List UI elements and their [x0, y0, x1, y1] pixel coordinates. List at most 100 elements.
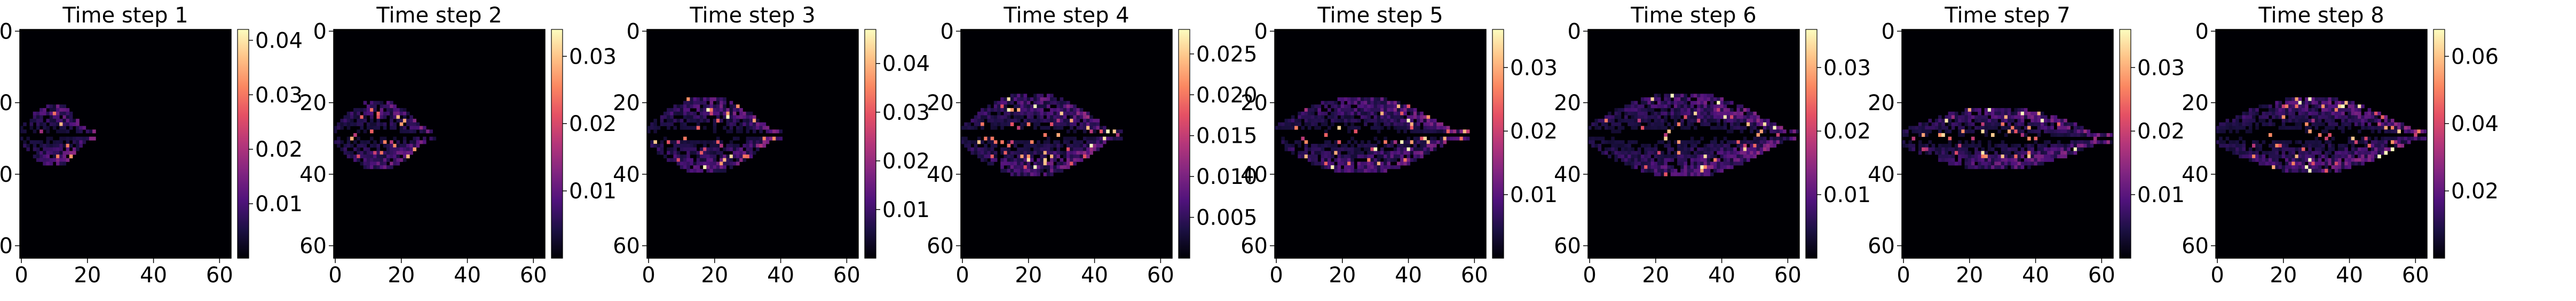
panel-title: Time step 4 [1003, 3, 1129, 28]
heatmap-cell [1377, 158, 1381, 162]
heatmap-cell [2298, 165, 2302, 169]
heatmap-cell [360, 119, 364, 123]
heatmap-cell [2034, 161, 2038, 166]
heatmap-cell [393, 158, 397, 162]
heatmap-cell [1961, 126, 1965, 130]
heatmap-cell [383, 140, 387, 144]
heatmap-cell [2017, 115, 2021, 119]
heatmap-cell [1429, 129, 1434, 134]
heatmap-cell [390, 104, 393, 109]
heatmap-cell [1717, 144, 1720, 148]
heatmap-cell [2053, 115, 2058, 119]
heatmap-cell [2258, 119, 2263, 123]
heatmap-cell [1393, 108, 1397, 112]
heatmap-cell [62, 158, 67, 162]
heatmap-cell [990, 161, 994, 166]
heatmap-cell [1736, 111, 1741, 115]
y-tick-label: 0 [627, 19, 640, 44]
heatmap-cell [1657, 165, 1661, 169]
heatmap-cell [2311, 158, 2316, 162]
heatmap-cell [1056, 144, 1061, 148]
heatmap-cell [1010, 151, 1014, 155]
heatmap-cell [1720, 144, 1724, 148]
heatmap-cell [1667, 97, 1671, 102]
heatmap-cell [1020, 151, 1024, 155]
heatmap-cell [23, 144, 27, 148]
heatmap-cell [1410, 140, 1414, 144]
heatmap-cell [749, 147, 753, 151]
heatmap-cell [2242, 122, 2246, 126]
heatmap-cell [2331, 155, 2335, 159]
heatmap-cell [1357, 101, 1361, 105]
heatmap-cell [2258, 161, 2263, 166]
heatmap-cell [39, 140, 43, 144]
heatmap-cell [1420, 155, 1424, 159]
heatmap-cell [2252, 155, 2256, 159]
heatmap-cell [1641, 111, 1645, 115]
heatmap-cell [1037, 161, 1040, 166]
heatmap-cell [1020, 155, 1024, 159]
heatmap-cell [36, 155, 40, 159]
heatmap-cell [1779, 136, 1783, 141]
heatmap-cell [1426, 144, 1431, 148]
heatmap-cell [1360, 165, 1364, 169]
heatmap-cell [62, 119, 67, 123]
heatmap-cell [1020, 97, 1024, 102]
heatmap-cell [2004, 119, 2008, 123]
heatmap-cell [20, 136, 23, 141]
heatmap-cell [2400, 126, 2405, 130]
heatmap-cell [1324, 165, 1328, 169]
heatmap-cell [1694, 165, 1697, 169]
heatmap-cell [1644, 168, 1648, 173]
heatmap-cell [2011, 111, 2014, 115]
heatmap-cell [1641, 108, 1645, 112]
heatmap-cell [1902, 129, 1906, 134]
heatmap-cell [2384, 115, 2388, 119]
heatmap-cell [1987, 122, 1992, 126]
heatmap-cell [1324, 155, 1328, 159]
heatmap-cell [713, 104, 717, 109]
heatmap-cell [1000, 122, 1004, 126]
heatmap-cell [1710, 155, 1714, 159]
heatmap-cell [1324, 119, 1328, 123]
heatmap-cell [729, 155, 733, 159]
heatmap-cell [2037, 155, 2041, 159]
heatmap-cell [1380, 97, 1384, 102]
heatmap-cell [2235, 126, 2239, 130]
heatmap-cell [2017, 158, 2021, 162]
heatmap-cell [1700, 115, 1704, 119]
heatmap-cell [1387, 165, 1390, 169]
heatmap-cell [363, 140, 367, 144]
heatmap-cell [396, 147, 400, 151]
heatmap-cell [396, 111, 400, 115]
heatmap-cell [1420, 119, 1424, 123]
heatmap-cell [1687, 172, 1691, 176]
heatmap-cell [1086, 122, 1090, 126]
heatmap-cell [1694, 111, 1697, 115]
heatmap-cell [2321, 104, 2325, 109]
heatmap-cell [2334, 158, 2338, 162]
heatmap-cell [2370, 151, 2375, 155]
heatmap-cell [2083, 140, 2087, 144]
heatmap-cell [1020, 108, 1024, 112]
heatmap-cell [1119, 136, 1123, 141]
heatmap-cell [1046, 147, 1050, 151]
heatmap-cell [357, 122, 360, 126]
heatmap-cell [2014, 111, 2018, 115]
heatmap-cells [961, 94, 1123, 176]
heatmap-cell [1096, 122, 1100, 126]
heatmap-cell [1076, 151, 1080, 155]
heatmap-cell [2325, 165, 2328, 169]
heatmap-cell [1717, 111, 1720, 115]
heatmap-cell [380, 158, 384, 162]
heatmap-cell [1723, 151, 1727, 155]
heatmap-cell [1387, 119, 1390, 123]
heatmap-cell [650, 140, 654, 144]
heatmap-cell [1023, 168, 1028, 173]
heatmap-cell [2272, 161, 2275, 166]
heatmap-cell [1938, 147, 1942, 151]
heatmap-cell [1961, 111, 1965, 115]
heatmap-cell [1413, 129, 1417, 134]
heatmap-cell [2001, 165, 2005, 169]
heatmap-cell [1026, 161, 1031, 166]
